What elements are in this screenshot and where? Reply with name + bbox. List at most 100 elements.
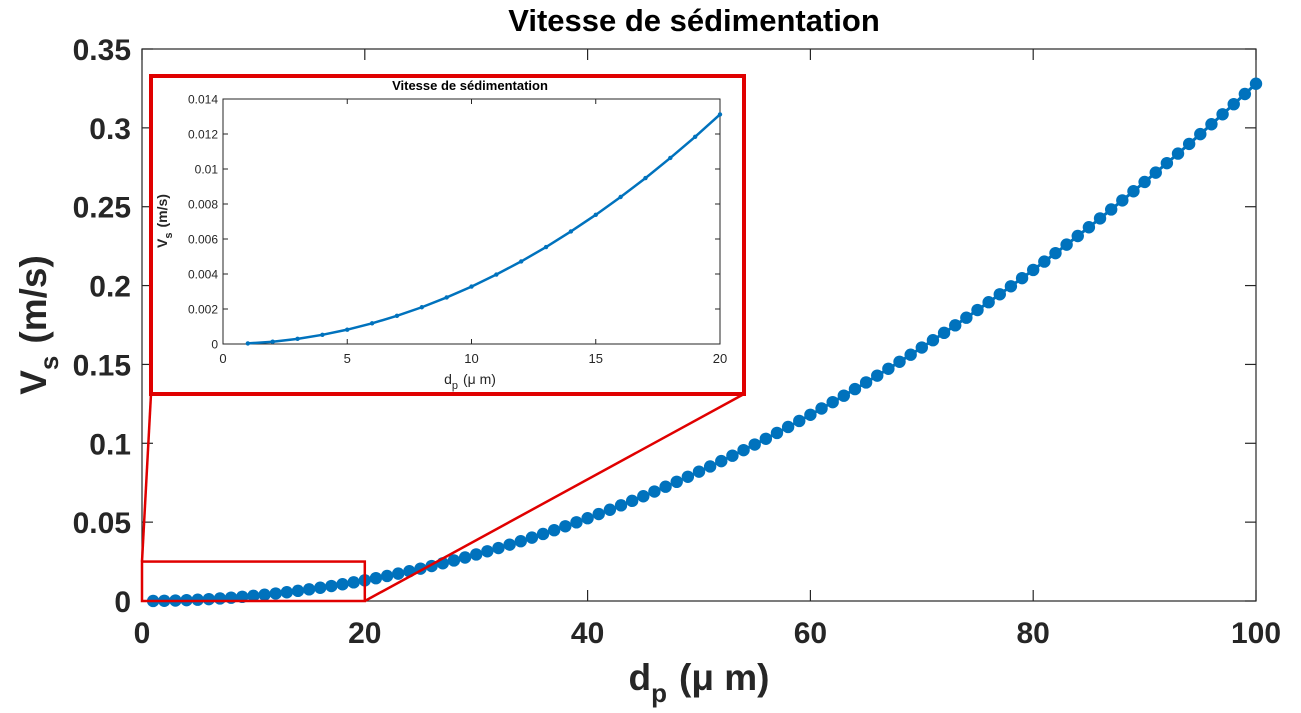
- inset-plot-box: [222, 98, 721, 345]
- main-data-point: [547, 523, 561, 537]
- main-data-point: [692, 465, 706, 478]
- inset-y-tick-label: 0.004: [188, 268, 218, 282]
- main-data-point: [592, 507, 605, 521]
- main-data-point: [1182, 137, 1196, 151]
- inset-y-axis-label-sub: s: [163, 232, 175, 238]
- inset-y-tick-label: 0.01: [195, 163, 219, 177]
- inset-series: [245, 112, 723, 346]
- inset-x-axis-label-var: d: [444, 371, 452, 387]
- main-y-tick-label: 0.1: [89, 428, 131, 461]
- main-data-point: [470, 548, 483, 561]
- zoom-connector-right: [364, 392, 745, 603]
- inset-data-point: [245, 341, 251, 346]
- main-data-point: [392, 567, 405, 580]
- main-data-point: [302, 583, 316, 596]
- inset-x-axis-label-unit: (μ m): [463, 371, 496, 387]
- inset-x-tick-label: 5: [344, 351, 351, 366]
- main-x-tick-label: 0: [134, 617, 151, 650]
- main-x-tick-label: 100: [1231, 617, 1281, 650]
- main-data-point: [191, 593, 204, 606]
- main-y-tick-label: 0.05: [73, 507, 131, 540]
- main-data-point: [949, 319, 962, 332]
- inset-y-tick-label: 0: [211, 338, 218, 352]
- main-x-tick-label: 60: [794, 617, 827, 650]
- main-data-point: [369, 571, 383, 585]
- main-data-point: [859, 376, 873, 389]
- zoom-region-box: [140, 560, 367, 603]
- main-data-point: [1216, 108, 1229, 121]
- main-data-point: [1038, 255, 1051, 268]
- inset-data-point: [643, 175, 648, 181]
- main-data-point: [960, 311, 973, 324]
- main-data-point: [703, 460, 717, 473]
- main-data-point: [648, 485, 661, 498]
- main-data-point: [982, 296, 995, 309]
- main-data-point: [1060, 238, 1073, 251]
- inset-ticks: 0 5 10 15 20 0 0.002 0.004 0.006 0.008 0.01 0.012 0.…: [188, 93, 727, 367]
- main-data-point: [625, 494, 639, 508]
- inset-title: Vitesse de sédimentation: [392, 78, 548, 93]
- inset-data-point: [369, 321, 375, 326]
- inset-data-point: [543, 244, 549, 250]
- inset-y-axis-label-var: V: [154, 238, 170, 248]
- main-data-point: [1205, 118, 1218, 131]
- main-data-point: [1171, 147, 1185, 160]
- main-data-point: [971, 303, 984, 317]
- main-data-point: [213, 592, 227, 605]
- inset-x-tick-label: 15: [589, 351, 603, 366]
- main-data-point: [781, 420, 795, 434]
- main-data-point: [514, 535, 527, 548]
- main-data-point: [314, 581, 327, 594]
- main-data-point: [492, 541, 505, 555]
- inset-y-axis-label: Vs (m/s): [154, 194, 175, 248]
- main-data-point: [993, 288, 1006, 301]
- inset-y-tick-label: 0.008: [188, 198, 218, 212]
- inset-x-axis-label: dp (μ m): [444, 371, 496, 392]
- inset-x-axis-label-sub: p: [452, 380, 458, 392]
- inset-x-tick-label: 20: [713, 351, 727, 366]
- main-data-point: [581, 512, 594, 525]
- main-data-point: [202, 592, 216, 606]
- main-data-point: [826, 395, 839, 409]
- main-y-tick-label: 0.3: [89, 113, 131, 146]
- inset-series-line: [247, 113, 721, 345]
- main-x-axis-label-unit: (μ m): [679, 657, 769, 698]
- main-x-axis-label-sub: p: [651, 678, 667, 708]
- main-data-point: [247, 589, 260, 603]
- main-x-tick-label: 40: [571, 617, 604, 650]
- inset-y-tick-label: 0.012: [188, 128, 218, 142]
- main-data-point: [659, 480, 672, 493]
- main-x-axis-label-var: d: [629, 657, 652, 698]
- inset-data-point: [295, 336, 300, 342]
- inset-data-point: [692, 134, 698, 139]
- inset-data-point: [345, 327, 350, 332]
- inset-y-tick-label: 0.014: [188, 93, 218, 107]
- main-x-axis-label: dp (μ m): [629, 657, 770, 708]
- main-data-point: [737, 443, 750, 457]
- inset-data-point: [494, 272, 499, 277]
- inset-data-point: [519, 259, 524, 264]
- main-y-tick-label: 0.35: [73, 34, 131, 67]
- main-y-tick-label: 0: [114, 586, 131, 619]
- inset-data-point: [394, 313, 400, 319]
- main-data-point: [458, 551, 472, 564]
- main-data-point: [1194, 127, 1207, 141]
- main-data-point: [915, 341, 928, 354]
- main-data-point: [559, 520, 572, 533]
- main-data-point: [1249, 77, 1263, 90]
- main-data-point: [570, 516, 583, 529]
- inset-data-point: [618, 194, 623, 200]
- main-data-point: [1049, 246, 1062, 260]
- main-data-point: [681, 470, 695, 483]
- inset-axes: 0 5 10 15 20 0 0.002 0.004 0.006 0.008 0.01 0.012 0.…: [149, 74, 746, 396]
- main-data-point: [726, 449, 739, 462]
- main-data-point: [1149, 166, 1162, 179]
- main-data-point: [715, 454, 728, 468]
- main-y-axis-label: Vs (m/s): [13, 255, 64, 395]
- main-data-point: [748, 438, 761, 451]
- main-data-point: [447, 554, 461, 567]
- main-data-point: [848, 382, 862, 396]
- main-data-point: [670, 475, 683, 489]
- main-data-point: [893, 355, 906, 368]
